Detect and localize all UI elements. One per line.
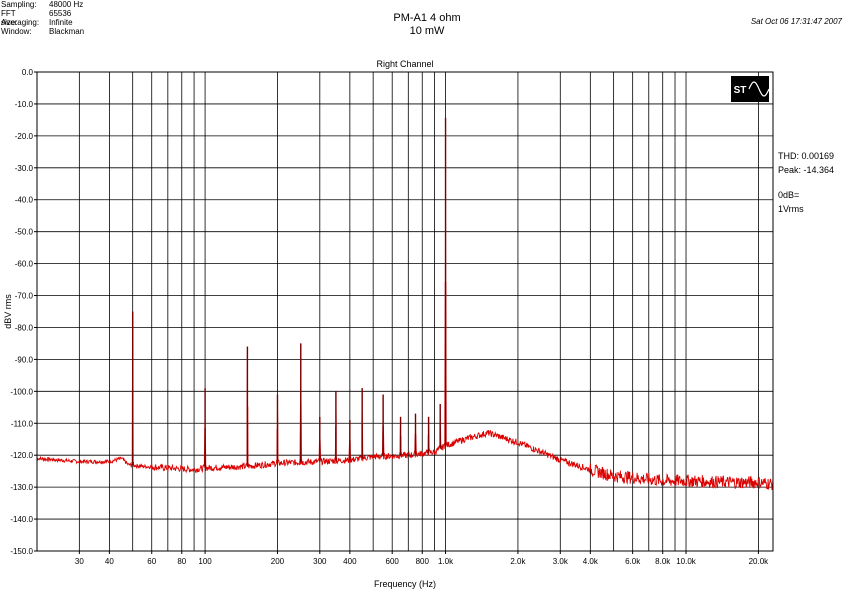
meta-label: Sampling: [1,0,37,9]
reference-readout: 1Vrms [778,204,804,214]
meta-value: Infinite [49,18,73,27]
peak-readout: Peak: -14.364 [778,165,835,175]
zero-db-readout: 0dB= [778,190,800,200]
x-tick-label: 10.0k [676,557,697,566]
datestamp: Sat Oct 06 17:31:47 2007 [750,17,842,26]
meta-value: 65536 [49,9,72,18]
x-tick-label: 80 [177,557,186,566]
plot-frame [36,71,774,552]
y-tick-label: -100.0 [10,387,33,396]
spectrum-trace [36,117,774,491]
x-tick-label: 30 [75,557,84,566]
x-tick-label: 4.0k [583,557,599,566]
x-tick-label: 3.0k [553,557,569,566]
y-tick-label: -40.0 [15,196,34,205]
meta-label: Window: [1,27,32,36]
y-axis-ticks: 0.0 -10.0 -20.0 -30.0 -40.0 -50.0 -60.0 -70.0 -8… [10,68,37,556]
sine-wave-icon [748,81,770,97]
y-tick-label: -80.0 [15,323,34,332]
thd-readout: THD: 0.00169 [778,151,835,161]
spectrum-line [36,117,774,491]
y-tick-label: -150.0 [10,547,33,556]
y-tick-label: -50.0 [15,228,34,237]
chart-title: Right Channel [376,59,433,69]
x-tick-label: 800 [416,557,430,566]
meta-label: Averaging: [1,18,40,27]
y-axis-label: dBV rms [3,294,13,329]
logo-box [731,76,769,102]
grid [37,71,773,552]
x-axis-label: Frequency (Hz) [374,579,436,589]
y-tick-label: -20.0 [15,132,34,141]
logo-letters: ST [734,85,747,96]
x-tick-label: 40 [105,557,114,566]
report-subtitle: 10 mW [409,25,445,37]
x-tick-label: 20.0k [749,557,770,566]
x-tick-label: 400 [343,557,357,566]
y-tick-label: -90.0 [15,355,34,364]
st-logo: ST [731,76,770,102]
meta-label: FFT size: [1,9,18,27]
y-tick-label: -30.0 [15,164,34,173]
meta-value: Blackman [49,27,85,36]
report-title: PM-A1 4 ohm [393,12,461,24]
meta-value: 48000 Hz [49,0,84,9]
y-tick-label: -120.0 [10,451,33,460]
x-tick-label: 600 [386,557,400,566]
y-tick-label: -130.0 [10,483,33,492]
y-tick-label: -110.0 [11,419,34,428]
x-axis-ticks: 30 40 60 80 100 200 300 400 600 800 1.0k 2.0k 3.0k 4.… [75,551,769,566]
x-tick-label: 1.0k [438,557,454,566]
y-tick-label: -60.0 [15,260,34,269]
y-tick-label: -70.0 [15,292,34,301]
x-tick-label: 8.0k [655,557,671,566]
y-tick-label: 0.0 [22,68,34,77]
x-tick-label: 60 [147,557,156,566]
x-tick-label: 6.0k [625,557,641,566]
x-tick-label: 2.0k [510,557,526,566]
x-tick-label: 100 [198,557,212,566]
y-tick-label: -140.0 [10,515,33,524]
x-tick-label: 200 [271,557,285,566]
x-tick-label: 300 [313,557,327,566]
y-tick-label: -10.0 [15,100,34,109]
